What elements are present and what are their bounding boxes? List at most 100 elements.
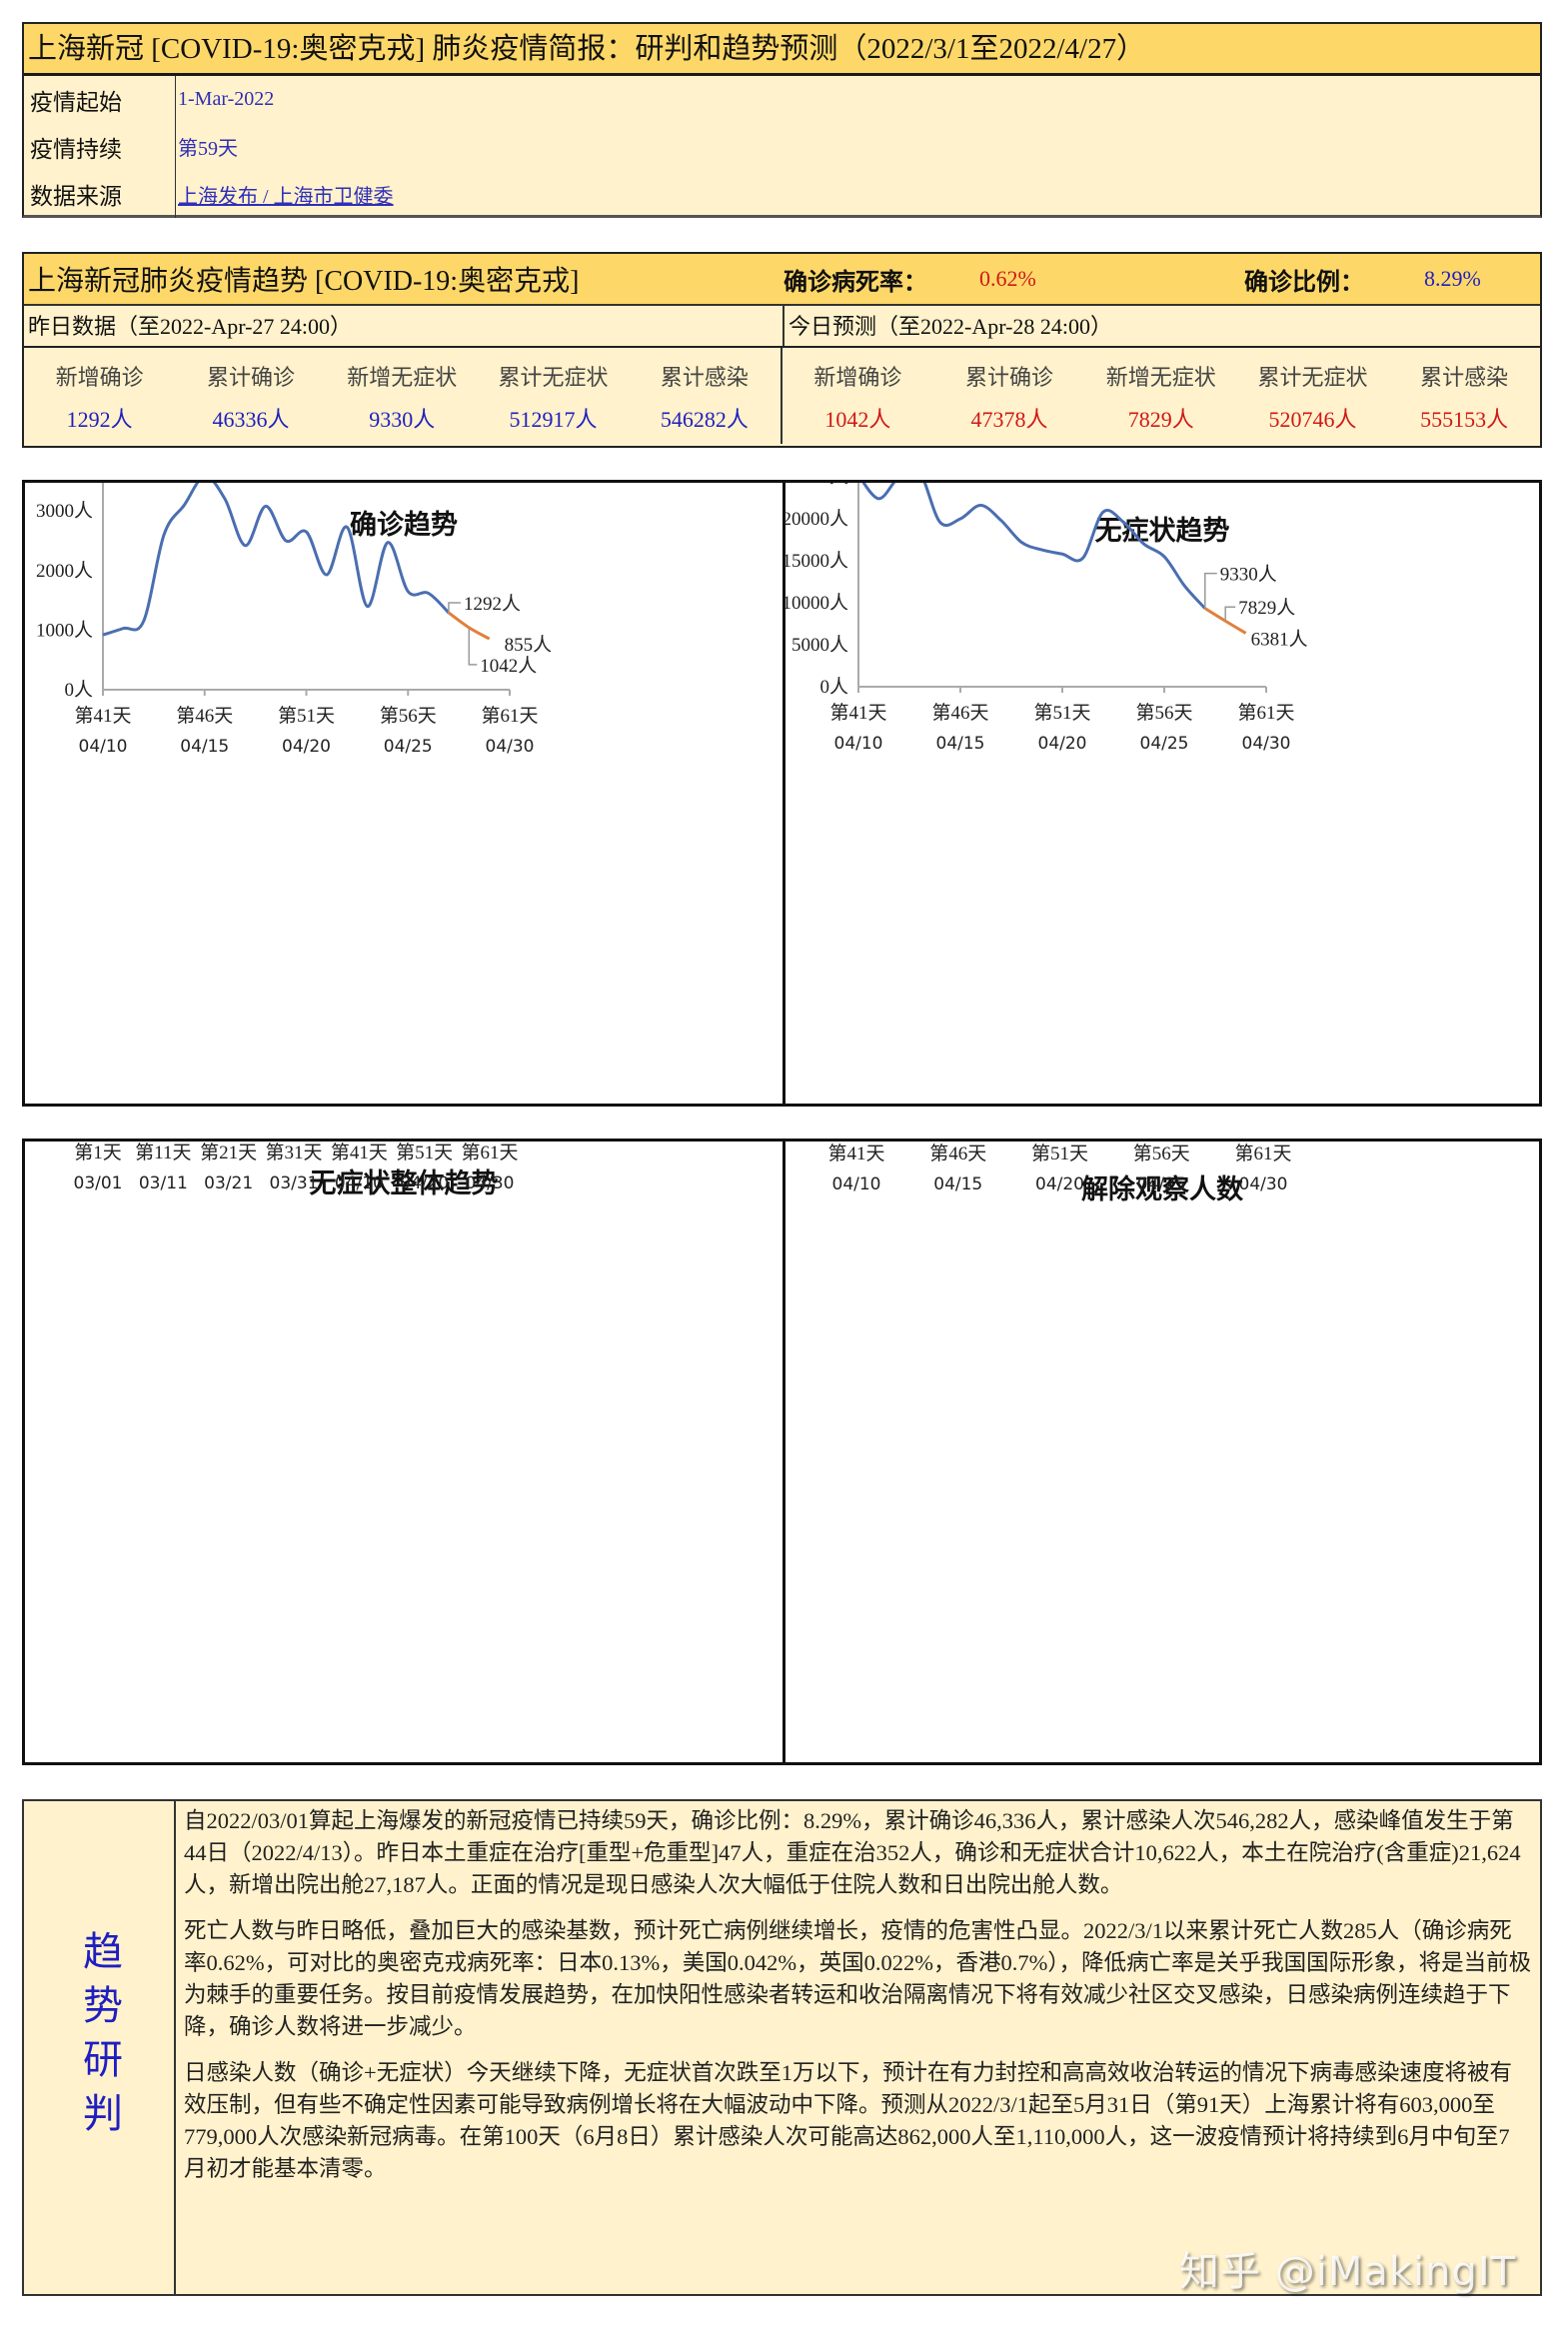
stat-item: 新增无症状 7829人: [1085, 348, 1237, 444]
x-tick-date: 03/11: [139, 1173, 188, 1193]
analysis-paragraph: 自2022/03/01算起上海爆发的新冠疫情已持续59天，确诊比例：8.29%，…: [184, 1808, 1521, 1897]
ratio-label: 确诊比例：: [1244, 269, 1364, 296]
x-tick-label: 第51天: [1033, 702, 1090, 724]
x-tick-label: 第46天: [931, 702, 988, 724]
series-line: [102, 483, 451, 637]
data-label: 1292人: [464, 593, 521, 615]
x-tick-label: 第11天: [135, 1142, 191, 1163]
x-tick-date: 04/20: [282, 737, 331, 757]
y-tick-label: 2000人: [36, 560, 93, 582]
x-tick-label: 第61天: [461, 1142, 518, 1163]
x-tick-date: 03/21: [204, 1173, 253, 1193]
x-tick-date: 03/01: [74, 1173, 123, 1193]
stat-label: 新增确诊: [813, 365, 902, 390]
chart-plot: 0人1000人2000人3000人4000人5000人第41天04/10第46天…: [36, 483, 553, 757]
stat-item: 累计确诊 47378人: [933, 348, 1085, 444]
x-tick-date: 04/20: [1038, 734, 1087, 754]
x-tick-date: 04/20: [400, 1173, 449, 1193]
x-tick-label: 第56天: [1133, 1143, 1190, 1164]
x-tick-date: 04/10: [335, 1173, 384, 1193]
chart-asymptomatic-trend: 无症状趋势 0人5000人10000人15000人20000人25000人300…: [785, 483, 1539, 1104]
yesterday-stats: 新增确诊 1292人 累计确诊 46336人 新增无症状 9330人 累计无症状 512…: [24, 348, 783, 444]
x-tick-label: 第31天: [265, 1142, 322, 1163]
today-stats: 新增确诊 1042人 累计确诊 47378人 新增无症状 7829人 累计无症状 520…: [783, 348, 1541, 444]
stat-item: 累计确诊 46336人: [175, 348, 326, 444]
x-tick-label: 第56天: [1135, 702, 1192, 724]
chart-confirmed-trend: 确诊趋势 0人1000人2000人3000人4000人5000人第41天04/1…: [25, 483, 783, 1104]
stat-value: 546282人: [660, 407, 749, 432]
chart-plot: 0人5000人10000人15000人20000人25000人30000人350…: [785, 483, 1308, 754]
stat-label: 累计确诊: [965, 365, 1054, 390]
x-tick-label: 第51天: [396, 1142, 453, 1163]
x-tick-label: 第61天: [1237, 702, 1294, 724]
x-tick-date: 04/10: [832, 1174, 881, 1194]
stat-label: 累计无症状: [1257, 365, 1368, 390]
stat-label: 累计确诊: [206, 365, 295, 390]
x-tick-date: 04/25: [1140, 734, 1189, 754]
chart-asymptomatic-overall: 无症状整体趋势 0人5000人10000人15000人20000人25000人3…: [25, 1142, 783, 1762]
analysis-paragraph: 日感染人数（确诊+无症状）今天继续下降，无症状首次跌至1万以下，预计在有力封控和…: [184, 2060, 1512, 2181]
chart-title: 解除观察人数: [1081, 1174, 1243, 1205]
x-tick-label: 第56天: [380, 705, 437, 727]
data-label: 855人: [505, 634, 553, 656]
x-tick-date: 04/15: [936, 734, 985, 754]
stat-value: 1042人: [824, 407, 891, 432]
stat-label: 新增无症状: [347, 365, 458, 390]
plot-area: 0人5000人10000人15000人20000人25000人30000人350…: [785, 483, 1308, 754]
stat-value: 520746人: [1268, 407, 1357, 432]
analysis-side-label: 趋势研判: [76, 1929, 122, 2146]
x-tick-label: 第61天: [1234, 1143, 1291, 1164]
x-tick-date: 04/30: [466, 1173, 515, 1193]
info-value: 第59天: [178, 138, 238, 160]
data-label: 9330人: [1220, 564, 1277, 586]
stat-item: 累计感染 546282人: [629, 348, 780, 444]
x-tick-label: 第51天: [1031, 1143, 1088, 1164]
stat-label: 累计感染: [1420, 365, 1509, 390]
info-label: 疫情起始: [24, 76, 176, 123]
summary-panel: 上海新冠肺炎疫情趋势 [COVID-19:奥密克戎] 确诊病死率： 0.62% …: [22, 252, 1542, 448]
x-tick-label: 第41天: [827, 1143, 884, 1164]
stat-item: 累计无症状 520746人: [1237, 348, 1389, 444]
x-tick-label: 第41天: [829, 702, 886, 724]
x-tick-date: 03/31: [270, 1173, 319, 1193]
stat-value: 9330人: [369, 407, 436, 432]
stat-value: 1292人: [66, 407, 133, 432]
stat-item: 新增确诊 1292人: [24, 348, 175, 444]
x-tick-label: 第61天: [481, 705, 538, 727]
today-label: 今日预测（至2022-Apr-28 24:00）: [788, 314, 1113, 339]
info-value: 1-Mar-2022: [178, 88, 275, 110]
x-tick-label: 第51天: [278, 705, 335, 727]
analysis-paragraph: 死亡人数与昨日略低，叠加巨大的感染基数，预计死亡病例继续增长，疫情的危害性凸显。…: [184, 1918, 1532, 2039]
info-row-duration: 疫情持续 第59天: [24, 123, 1540, 170]
chart-title: 无症状趋势: [1094, 516, 1230, 547]
data-source-link[interactable]: 上海发布 / 上海市卫健委: [178, 185, 394, 208]
plot-area: 0人5000人10000人15000人20000人25000人30000人350…: [74, 1142, 519, 1193]
chart-title: 确诊趋势: [350, 510, 458, 541]
stat-label: 新增确诊: [55, 365, 144, 390]
fatality-label: 确诊病死率：: [784, 269, 927, 296]
yesterday-label: 昨日数据（至2022-Apr-27 24:00）: [24, 306, 784, 346]
data-label: 7829人: [1238, 597, 1295, 619]
y-tick-label: 10000人: [785, 592, 848, 614]
chart-row-2: 无症状整体趋势 0人5000人10000人15000人20000人25000人3…: [22, 1139, 1542, 1765]
y-tick-label: 1000人: [36, 619, 93, 641]
stat-label: 累计无症状: [498, 365, 609, 390]
y-tick-label: 20000人: [785, 508, 848, 530]
chart-plot: 0人5000人10000人15000人20000人25000人30000人350…: [74, 1142, 519, 1193]
info-label: 数据来源: [24, 170, 176, 218]
plot-area: 0人1000人2000人3000人4000人5000人第41天04/10第46天…: [36, 483, 553, 757]
y-tick-label: 25000人: [785, 483, 848, 488]
stat-value: 555153人: [1420, 407, 1509, 432]
x-tick-date: 04/30: [1239, 1174, 1288, 1194]
y-tick-label: 3000人: [36, 500, 93, 522]
report-header: 上海新冠 [COVID-19:奥密克戎] 肺炎疫情简报：研判和趋势预测（2022…: [22, 22, 1542, 218]
divider: [783, 483, 785, 1104]
info-label: 疫情持续: [24, 123, 176, 170]
x-tick-date: 04/30: [1242, 734, 1291, 754]
stat-item: 累计无症状 512917人: [478, 348, 629, 444]
y-tick-label: 0人: [819, 676, 848, 698]
x-tick-label: 第46天: [176, 705, 233, 727]
stat-label: 新增无症状: [1105, 365, 1216, 390]
report-title: 上海新冠 [COVID-19:奥密克戎] 肺炎疫情简报：研判和趋势预测（2022…: [24, 24, 1540, 76]
plot-area: 0人5000人10000人15000人20000人25000人30000人350…: [827, 1143, 1291, 1194]
